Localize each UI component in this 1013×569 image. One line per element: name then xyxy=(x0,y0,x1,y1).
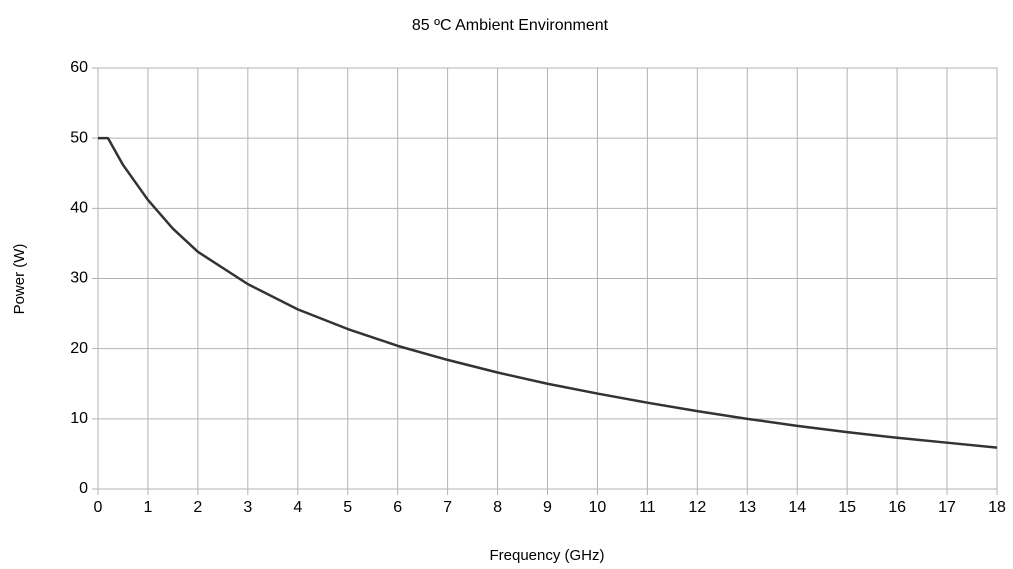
y-tick-label: 40 xyxy=(70,200,88,217)
x-tick-label: 0 xyxy=(94,499,103,516)
x-tick-label: 14 xyxy=(788,499,806,516)
plot-border xyxy=(97,67,998,490)
x-tick-label: 10 xyxy=(589,499,607,516)
x-tick-label: 2 xyxy=(193,499,202,516)
x-tick-label: 12 xyxy=(688,499,706,516)
x-tick-label: 17 xyxy=(938,499,956,516)
x-tick-label: 16 xyxy=(888,499,906,516)
y-axis-label: Power (W) xyxy=(11,244,28,315)
x-tick-label: 1 xyxy=(143,499,152,516)
x-tick-label: 15 xyxy=(838,499,856,516)
y-tick-label: 60 xyxy=(70,59,88,76)
x-axis-label: Frequency (GHz) xyxy=(489,547,604,564)
x-tick-label: 7 xyxy=(443,499,452,516)
y-tick-label: 50 xyxy=(70,129,88,146)
y-tick-label: 20 xyxy=(70,340,88,357)
x-tick-label: 6 xyxy=(393,499,402,516)
x-tick-label: 11 xyxy=(639,499,656,516)
y-tick-label: 10 xyxy=(70,410,88,427)
y-tick-label: 0 xyxy=(79,480,88,497)
x-tick-label: 13 xyxy=(738,499,756,516)
x-tick-label: 8 xyxy=(493,499,502,516)
x-tick-label: 3 xyxy=(243,499,252,516)
data-line xyxy=(98,136,998,449)
x-tick-label: 9 xyxy=(543,499,552,516)
chart-title: 85 ºC Ambient Environment xyxy=(412,17,609,34)
x-tick-label: 18 xyxy=(988,499,1006,516)
x-tick-label: 5 xyxy=(343,499,352,516)
y-tick-label: 30 xyxy=(70,270,88,287)
x-tick-label: 4 xyxy=(293,499,302,516)
